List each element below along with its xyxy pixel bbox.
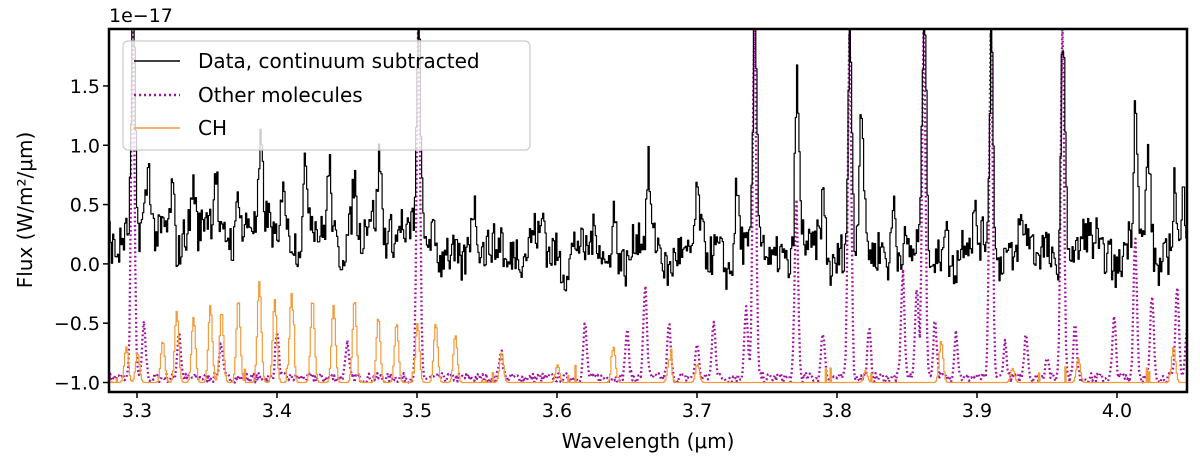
series-line-data-continuum-subtracted (109, 29, 1187, 292)
x-tick-label: 3.3 (122, 400, 152, 422)
series-line-ch (109, 281, 1187, 384)
y-tick-label: 1.5 (70, 76, 100, 98)
x-tick-label: 3.6 (542, 400, 572, 422)
y-tick-label: 1.0 (70, 135, 100, 157)
x-axis: 3.3 3.4 3.5 3.6 3.7 3.8 3.9 4.0 (122, 392, 1132, 422)
x-tick-label: 3.4 (262, 400, 292, 422)
x-tick-label: 3.8 (822, 400, 852, 422)
legend-label-data: Data, continuum subtracted (198, 49, 480, 73)
y-axis: −1.0 −0.5 0.0 0.5 1.0 1.5 (54, 76, 109, 395)
legend-label-ch: CH (198, 116, 227, 140)
y-tick-label: 0.5 (70, 195, 100, 217)
y-tick-label: −0.5 (54, 313, 100, 335)
legend-box (122, 40, 531, 151)
y-tick-label: −1.0 (54, 373, 100, 395)
legend: Data, continuum subtracted Other molecul… (122, 40, 531, 151)
legend-label-other-molecules: Other molecules (198, 83, 363, 107)
x-tick-label: 4.0 (1102, 400, 1132, 422)
x-tick-label: 3.7 (682, 400, 712, 422)
y-tick-label: 0.0 (70, 254, 100, 276)
plot-frame (107, 27, 1189, 394)
y-offset-label: 1e−17 (109, 5, 173, 27)
plot-lines (109, 29, 1187, 384)
series-line-other-molecules (109, 29, 1187, 384)
y-axis-label: Flux (W/m²/μm) (13, 132, 37, 289)
x-axis-label: Wavelength (μm) (562, 429, 735, 453)
x-tick-label: 3.5 (402, 400, 432, 422)
x-tick-label: 3.9 (962, 400, 992, 422)
